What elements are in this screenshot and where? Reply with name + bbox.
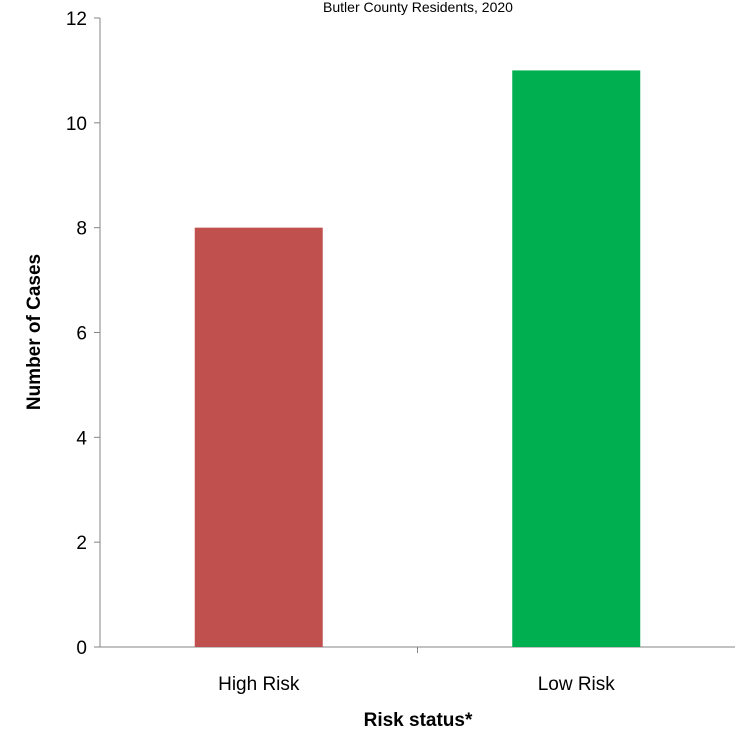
y-tick-label-8: 8	[76, 219, 87, 240]
y-tick-label-12: 12	[66, 9, 87, 30]
y-tick-label-6: 6	[76, 324, 87, 345]
y-tick-label-4: 4	[76, 428, 87, 449]
y-tick-label-10: 10	[66, 114, 87, 135]
x-tick-label-low-risk: Low Risk	[538, 674, 616, 695]
chart-subtitle: Butler County Residents, 2020	[323, 0, 513, 15]
bar-low-risk	[512, 70, 641, 647]
y-axis-title: Number of Cases	[24, 254, 45, 410]
plot-area: 0 2 4 6 8 10 12 High Risk Low Risk	[66, 9, 735, 695]
y-tick-label-2: 2	[76, 533, 87, 554]
x-axis-title: Risk status*	[364, 710, 473, 731]
y-tick-label-0: 0	[76, 638, 87, 659]
bar-high-risk	[194, 227, 323, 647]
x-tick-label-high-risk: High Risk	[218, 674, 300, 695]
